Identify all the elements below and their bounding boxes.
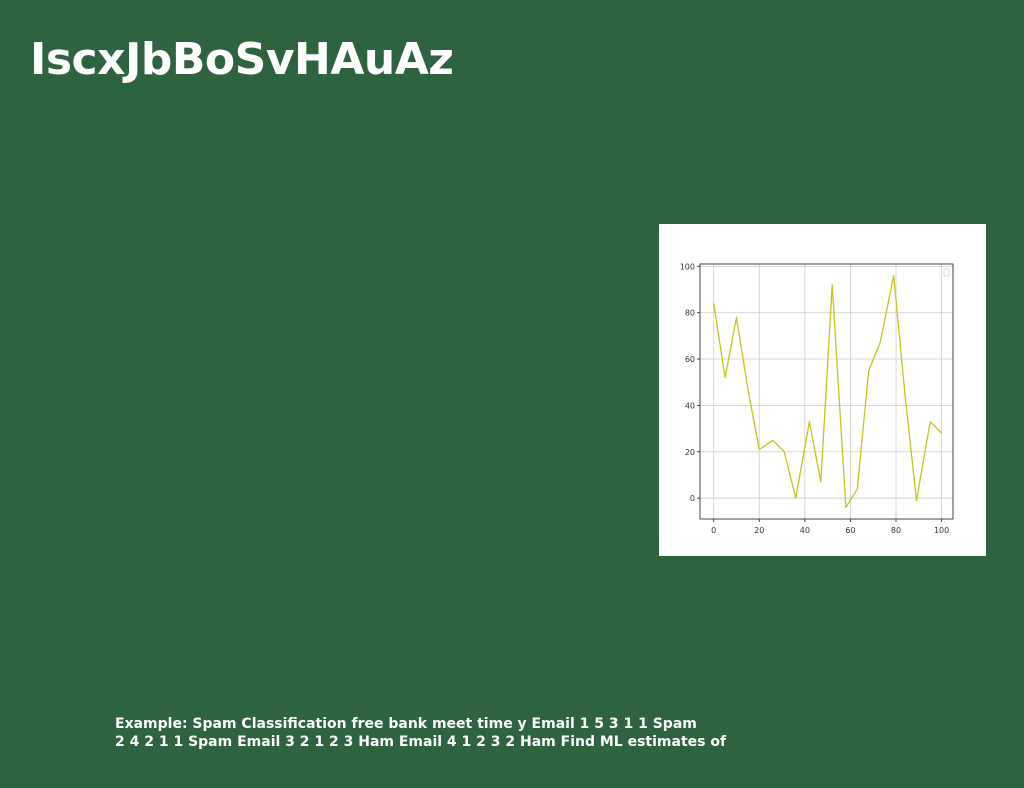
data-point — [713, 303, 715, 305]
data-point — [916, 500, 918, 502]
x-tick-label: 20 — [754, 526, 764, 535]
grid-lines — [700, 264, 953, 519]
x-tick-label: 100 — [934, 526, 949, 535]
tick-labels: 0 20 40 60 80 100 0 20 40 60 80 100 — [680, 262, 950, 535]
x-tick-label: 60 — [845, 526, 855, 535]
x-tick-label: 80 — [891, 526, 901, 535]
data-point — [724, 377, 726, 379]
data-point — [868, 370, 870, 372]
legend — [943, 268, 950, 277]
x-tick-label: 40 — [800, 526, 810, 535]
line-chart: 0 20 40 60 80 100 0 20 40 60 80 100 — [680, 262, 954, 535]
data-point — [795, 497, 797, 499]
data-point — [929, 421, 931, 423]
data-point — [856, 488, 858, 490]
y-tick-label: 60 — [685, 355, 695, 364]
data-point — [879, 342, 881, 344]
data-point — [747, 388, 749, 390]
data-point — [736, 317, 738, 319]
data-point — [820, 481, 822, 483]
y-tick-label: 100 — [680, 262, 695, 271]
data-point — [758, 449, 760, 451]
data-point — [831, 284, 833, 286]
caption-line-1: Example: Spam Classification free bank m… — [115, 716, 697, 732]
chart-card: 0 20 40 60 80 100 0 20 40 60 80 100 — [659, 224, 986, 556]
data-point — [772, 439, 774, 441]
data-point — [941, 432, 943, 434]
series-layer — [713, 274, 943, 509]
y-tick-label: 80 — [685, 309, 695, 318]
y-tick-label: 20 — [685, 448, 695, 457]
plot-axes — [697, 263, 954, 522]
data-point — [845, 507, 847, 509]
y-tick-label: 40 — [685, 401, 695, 410]
legend-box — [943, 268, 950, 277]
slide-caption: Example: Spam Classification free bank m… — [115, 715, 727, 751]
caption-line-2: 2 4 2 1 1 Spam Email 3 2 1 2 3 Ham Email… — [115, 734, 727, 750]
data-point — [893, 275, 895, 277]
data-point — [809, 421, 811, 423]
x-tick-label: 0 — [711, 526, 716, 535]
slide-title: IscxJbBoSvHAuAz — [30, 34, 454, 85]
plot-frame — [699, 263, 954, 520]
series-line — [713, 274, 943, 509]
y-tick-label: 0 — [690, 494, 695, 503]
data-point — [904, 395, 906, 397]
data-point — [784, 451, 786, 453]
